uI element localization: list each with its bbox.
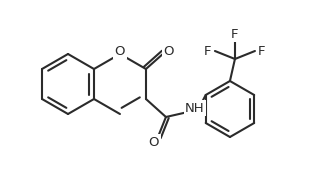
Text: F: F [204, 45, 212, 57]
Text: O: O [164, 45, 174, 57]
Text: F: F [258, 45, 266, 57]
Text: NH: NH [185, 101, 205, 115]
Text: O: O [115, 45, 125, 57]
Text: F: F [231, 28, 239, 40]
Text: O: O [149, 136, 159, 148]
